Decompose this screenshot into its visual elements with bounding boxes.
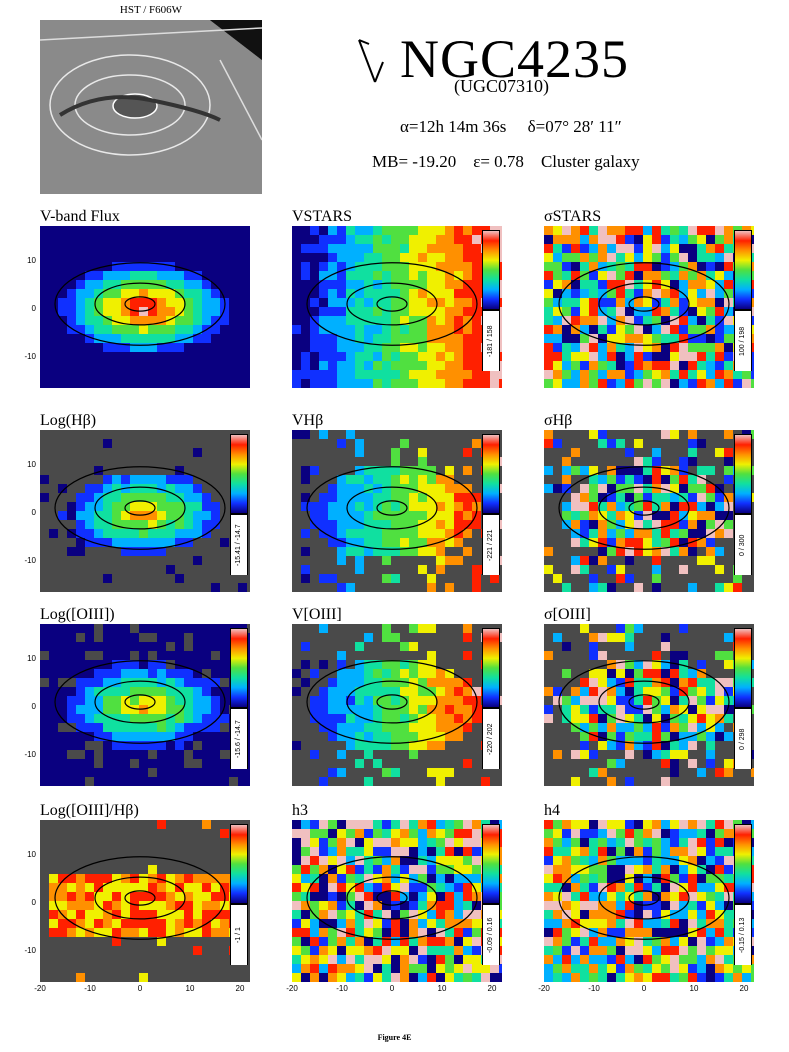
colorbar (482, 230, 500, 310)
map-panel (544, 226, 754, 388)
map-panel (544, 820, 754, 982)
colorbar (230, 824, 248, 904)
x-tick-label: 10 (185, 984, 195, 993)
panel-title: V[OIII] (292, 606, 342, 623)
colorbar (482, 824, 500, 904)
y-tick-label: -10 (24, 556, 36, 565)
colorbar-range: 100 / 198 (734, 310, 752, 371)
colorbar-range: -15.41 / -14.7 (230, 514, 248, 575)
map-panel (40, 430, 250, 592)
colorbar (482, 434, 500, 514)
colorbar (230, 434, 248, 514)
map-image (40, 430, 250, 592)
map-image (40, 226, 250, 388)
colorbar-range: -181 / 158 (482, 310, 500, 371)
environment-value: Cluster galaxy (540, 152, 640, 171)
map-image (544, 430, 754, 592)
galaxy-name: NGC4235 (400, 29, 630, 89)
colorbar (734, 230, 752, 310)
colorbar (734, 628, 752, 708)
colorbar (734, 824, 752, 904)
colorbar (482, 628, 500, 708)
dec-value: δ=07° 28′ 11″ (527, 117, 622, 136)
colorbar-range: -0.15 / 0.13 (734, 904, 752, 965)
map-image (40, 624, 250, 786)
colorbar (734, 434, 752, 514)
map-panel (292, 624, 502, 786)
x-tick-label: -20 (286, 984, 298, 993)
map-image (544, 820, 754, 982)
colorbar-range: -221 / 221 (482, 514, 500, 575)
colorbar-range: -220 / 202 (482, 708, 500, 769)
y-tick-label: 10 (27, 256, 36, 265)
x-tick-label: 20 (739, 984, 749, 993)
colorbar-range: -1 / 1 (230, 904, 248, 965)
coordinates: α=12h 14m 36s δ=07° 28′ 11″ (400, 117, 622, 137)
galaxy-properties: MB= -19.20 ε= 0.78 Cluster galaxy (372, 152, 640, 172)
map-image (292, 820, 502, 982)
panel-title: V-band Flux (40, 208, 120, 225)
map-panel (40, 226, 250, 388)
x-tick-label: -10 (84, 984, 96, 993)
alt-name: (UGC07310) (454, 76, 549, 96)
x-tick-label: -10 (588, 984, 600, 993)
map-image (292, 624, 502, 786)
ellipticity-value: ε= 0.78 (473, 152, 524, 171)
y-tick-label: 0 (31, 508, 36, 517)
y-tick-label: 0 (31, 304, 36, 313)
x-tick-label: 20 (487, 984, 497, 993)
panel-title: Log([OIII]) (40, 606, 115, 623)
colorbar-range: 0 / 300 (734, 514, 752, 575)
y-tick-label: 10 (27, 654, 36, 663)
y-tick-label: 0 (31, 898, 36, 907)
y-tick-label: -10 (24, 352, 36, 361)
map-panel (292, 820, 502, 982)
map-panel (40, 820, 250, 982)
panel-title: h3 (292, 802, 308, 819)
ra-value: α=12h 14m 36s (400, 117, 507, 136)
panel-title: h4 (544, 802, 560, 819)
x-tick-label: -20 (34, 984, 46, 993)
panel-title: Log([OIII]/Hβ) (40, 802, 139, 819)
y-tick-label: -10 (24, 946, 36, 955)
map-panel (40, 624, 250, 786)
x-tick-label: 10 (437, 984, 447, 993)
x-tick-label: -10 (336, 984, 348, 993)
y-tick-label: -10 (24, 750, 36, 759)
colorbar-range: -15.6 / -14.7 (230, 708, 248, 769)
map-panel (544, 430, 754, 592)
panel-title: VHβ (292, 412, 324, 429)
panel-title: VSTARS (292, 208, 353, 225)
orientation-arrow-icon (358, 39, 384, 83)
map-image (544, 624, 754, 786)
map-panel (292, 226, 502, 388)
x-tick-label: -20 (538, 984, 550, 993)
hst-image (40, 20, 262, 194)
colorbar-range: -0.09 / 0.16 (482, 904, 500, 965)
colorbar-range: 0 / 298 (734, 708, 752, 769)
x-tick-label: 0 (641, 984, 647, 993)
colorbar (230, 628, 248, 708)
map-image (40, 820, 250, 982)
map-image (544, 226, 754, 388)
panel-title: Log(Hβ) (40, 412, 97, 429)
x-tick-label: 0 (389, 984, 395, 993)
y-tick-label: 10 (27, 850, 36, 859)
panel-title: σSTARS (544, 208, 602, 225)
x-tick-label: 20 (235, 984, 245, 993)
x-tick-label: 10 (689, 984, 699, 993)
map-panel (292, 430, 502, 592)
panel-title: σHβ (544, 412, 573, 429)
y-tick-label: 0 (31, 702, 36, 711)
magnitude-value: MB= -19.20 (372, 152, 457, 171)
hst-image-title: HST / F606W (119, 4, 183, 16)
panel-title: σ[OIII] (544, 606, 591, 623)
figure-caption: Figure 4E (377, 1033, 412, 1042)
map-image (292, 430, 502, 592)
y-tick-label: 10 (27, 460, 36, 469)
x-tick-label: 0 (137, 984, 143, 993)
map-image (292, 226, 502, 388)
map-panel (544, 624, 754, 786)
